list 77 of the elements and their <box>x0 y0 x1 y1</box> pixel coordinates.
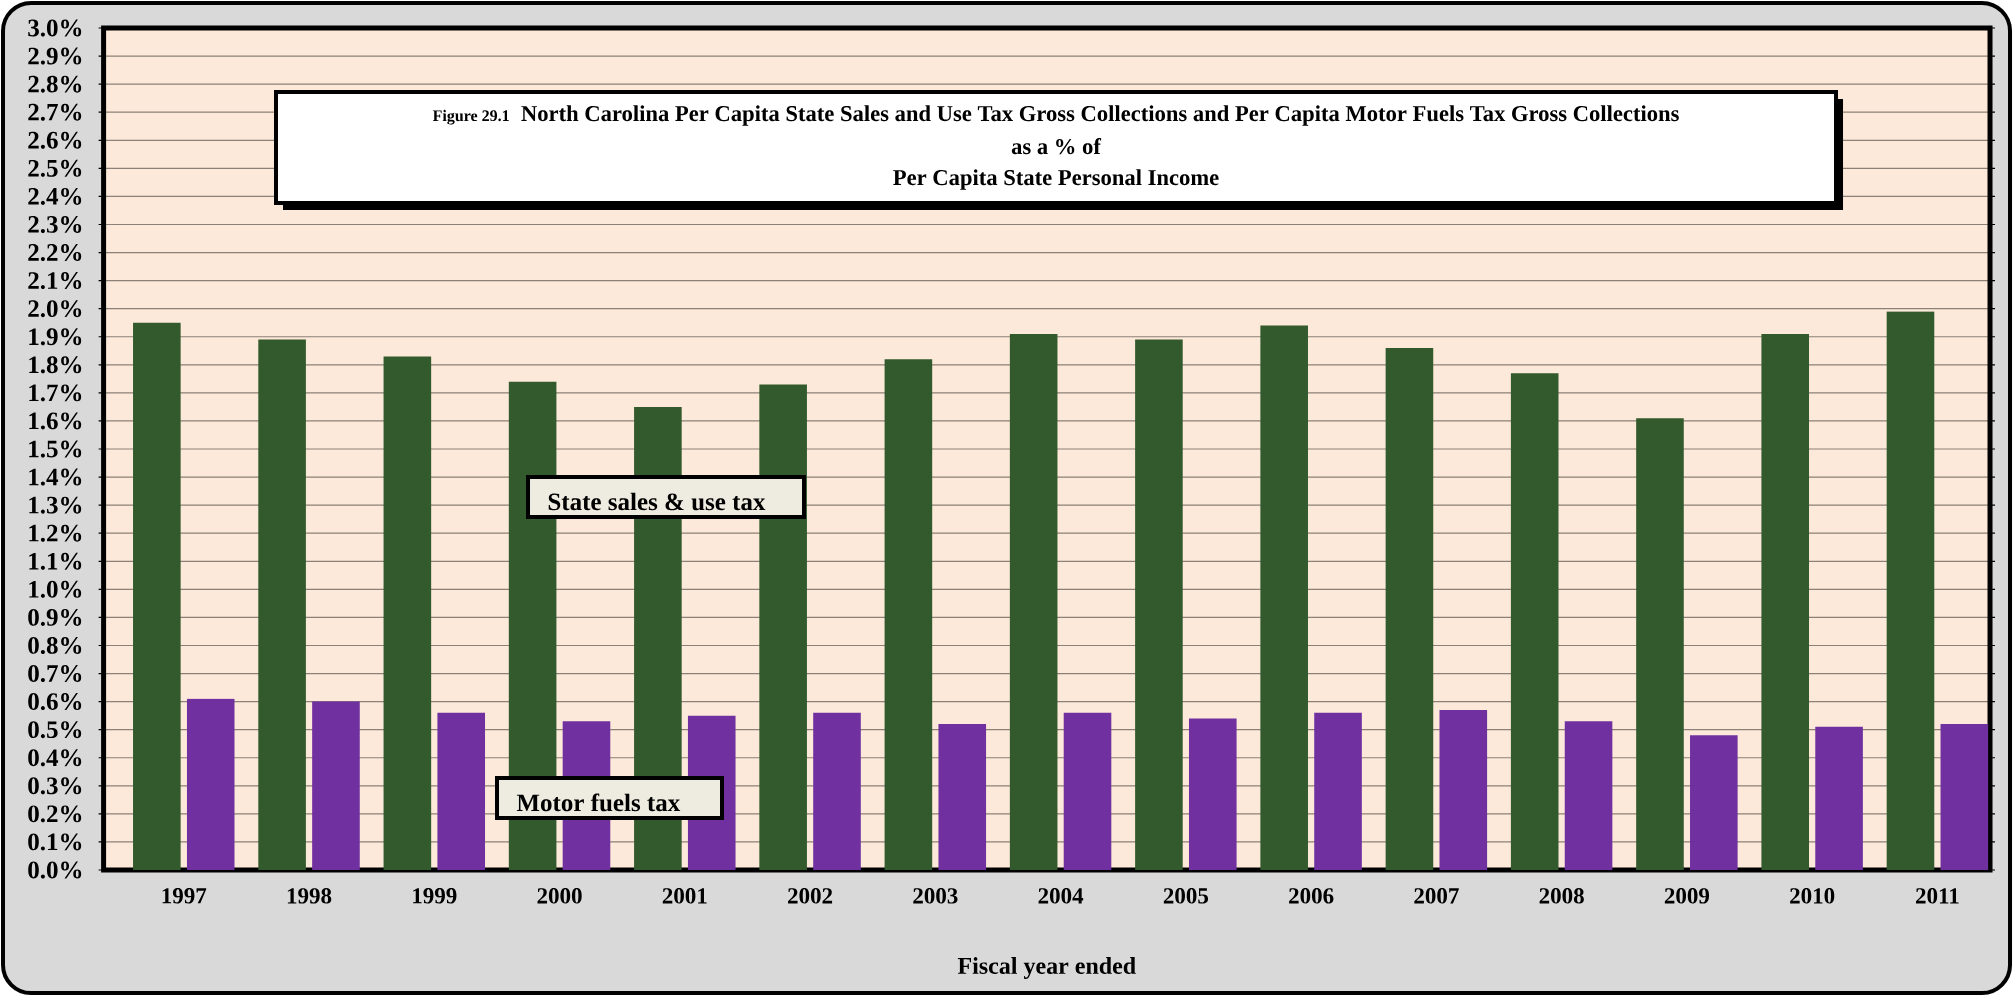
y-tick-label: 0.4% <box>28 749 82 767</box>
y-tick-label: 0.8% <box>28 636 82 654</box>
y-tick-label: 2.6% <box>28 131 82 149</box>
y-tick-label: 0.5% <box>28 721 82 739</box>
y-tick-label: 0.1% <box>28 833 82 851</box>
bar <box>1886 311 1935 871</box>
y-tick-label: 1.8% <box>29 356 82 374</box>
y-tick-label: 1.7% <box>29 384 82 402</box>
y-tick-label: 0.7% <box>28 665 82 683</box>
y-tick-label: 1.0% <box>29 580 82 598</box>
bar <box>133 322 181 871</box>
x-tick-label: 2005 <box>1163 888 1209 904</box>
y-tick-label: 1.2% <box>29 524 82 542</box>
y-tick-label: 0.6% <box>28 693 82 711</box>
y-tick-label: 0.9% <box>28 608 82 626</box>
bar <box>884 359 933 871</box>
text: as a % of Per Capita State Personal Income <box>893 138 1219 190</box>
bar <box>1940 724 1989 871</box>
y-tick-label: 1.1% <box>29 552 82 570</box>
bar <box>813 712 861 871</box>
bar <box>1063 712 1112 871</box>
y-tick-label: 1.3% <box>29 496 82 514</box>
x-tick-label: 1999 <box>413 888 457 904</box>
bar <box>938 724 987 871</box>
x-tick-label: 2006 <box>1289 888 1334 904</box>
y-tick-label: 1.9% <box>29 328 82 346</box>
bar <box>1564 721 1613 871</box>
bar <box>1188 718 1237 871</box>
y-tick-label: 2.7% <box>28 103 82 121</box>
bar <box>1690 735 1738 871</box>
x-tick-label: 2001 <box>662 888 707 904</box>
bar <box>1510 373 1559 871</box>
bar <box>1636 418 1684 871</box>
annotation: Figure 29.1 <box>432 109 509 125</box>
y-tick-label: 2.2% <box>28 244 82 262</box>
bar <box>186 698 235 871</box>
bar <box>1314 712 1362 871</box>
x-tick-label: 2003 <box>913 888 958 904</box>
x-tick-label: 2000 <box>537 888 582 904</box>
text: North Carolina Per Capita State Sales and Use Tax Gross Collections and Per Capita Motor Fuels Tax Gross Collections <box>521 105 1679 126</box>
x-tick-label: 2008 <box>1539 888 1584 904</box>
y-tick-label: 2.8% <box>28 75 82 93</box>
y-tick-label: 0.0% <box>28 861 82 879</box>
x-axis-title: Fiscal year ended <box>957 957 1136 979</box>
bar <box>383 356 432 871</box>
x-tick-label: 2004 <box>1038 888 1084 904</box>
bar <box>1385 347 1434 871</box>
x-tick-label: 2007 <box>1414 888 1459 904</box>
y-tick-label: 1.5% <box>29 440 82 458</box>
y-tick-label: 2.0% <box>28 300 82 318</box>
bar <box>437 712 486 871</box>
series-label: Motor fuels tax <box>516 793 681 812</box>
y-tick-label: 2.9% <box>28 47 82 65</box>
x-tick-label: 2011 <box>1916 888 1959 904</box>
bar <box>1815 726 1863 871</box>
y-tick-label: 1.4% <box>29 468 82 486</box>
bar <box>1761 333 1810 871</box>
bar <box>258 339 306 871</box>
x-tick-label: 1997 <box>162 888 207 904</box>
bar <box>312 701 360 871</box>
x-tick-label: 2002 <box>788 888 833 904</box>
series-label: State sales & use tax <box>548 492 766 511</box>
x-tick-label: 2009 <box>1664 888 1710 904</box>
y-tick-label: 1.6% <box>29 412 82 430</box>
y-tick-label: 2.3% <box>28 215 82 233</box>
y-tick-label: 2.5% <box>28 159 82 177</box>
y-tick-label: 0.3% <box>28 777 82 795</box>
y-tick-label: 2.1% <box>28 272 82 290</box>
bar <box>1135 339 1183 871</box>
x-tick-label: 2010 <box>1790 888 1835 904</box>
bar <box>1260 325 1308 871</box>
y-tick-label: 0.2% <box>28 805 82 823</box>
bar <box>1439 710 1488 871</box>
y-tick-label: 3.0% <box>28 19 82 37</box>
bar <box>1009 333 1058 871</box>
y-tick-label: 2.4% <box>28 187 82 205</box>
x-tick-label: 1998 <box>287 888 332 904</box>
